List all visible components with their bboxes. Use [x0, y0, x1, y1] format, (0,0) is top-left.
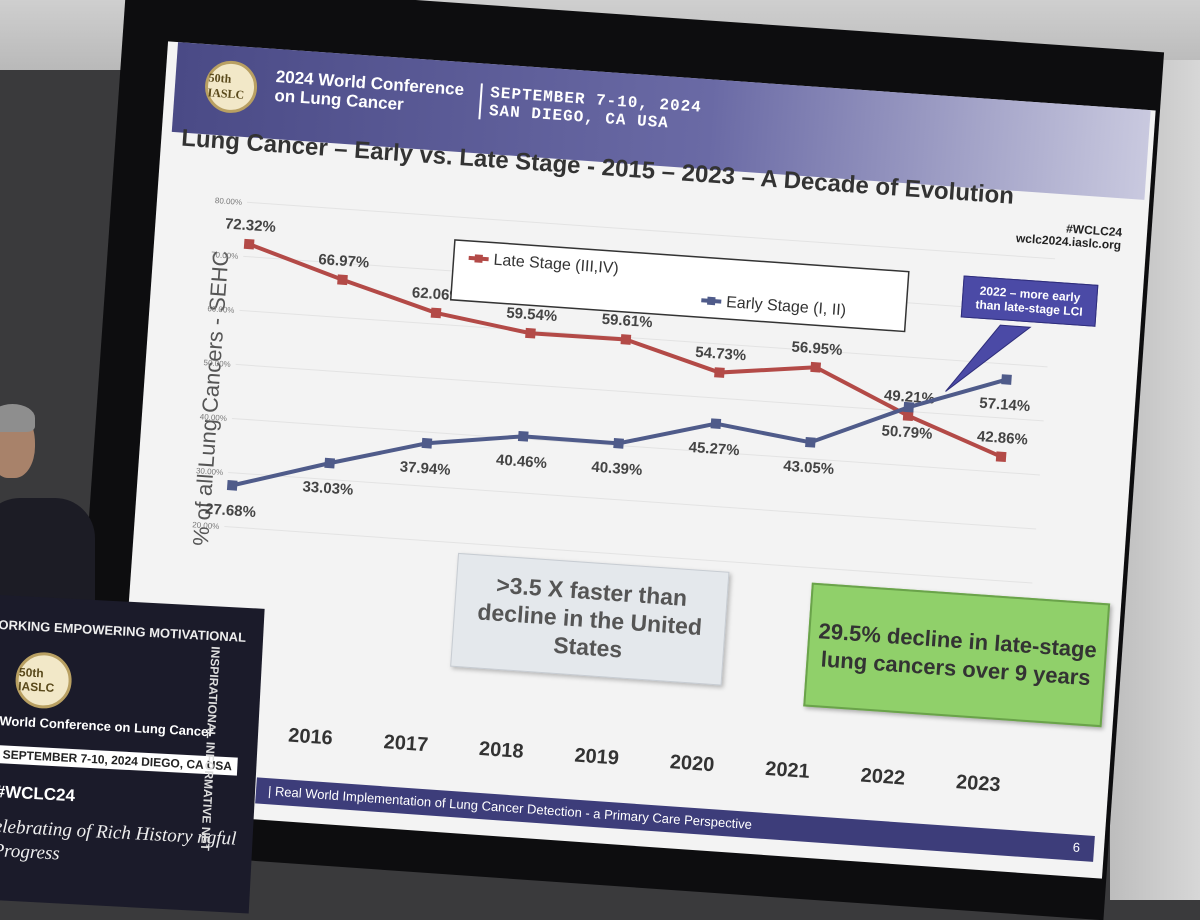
x-tick-label: 2022 — [860, 765, 906, 790]
x-tick-label: 2019 — [574, 745, 620, 770]
podium-celebrating: elebrating of Rich History ngful Progres… — [0, 816, 237, 865]
x-tick-label: 2016 — [288, 725, 334, 750]
late-stage-point — [810, 361, 821, 373]
page-number: 6 — [1072, 839, 1081, 855]
data-label: 72.32% — [224, 215, 276, 236]
line-chart: 20.00% 30.00% 40.00% 50.00% 60.00% 70.00% 80.0… — [192, 196, 1056, 796]
late-stage-point — [620, 334, 632, 345]
early-stage-point — [613, 438, 624, 449]
data-label: 40.46% — [496, 452, 548, 473]
data-label: 40.39% — [591, 459, 643, 480]
presentation-slide: 50th IASLC 2024 World Conference on Lung… — [114, 41, 1156, 879]
early-stage-point — [421, 437, 433, 449]
y-tick-label: 30.00% — [196, 466, 224, 477]
early-stage-point — [324, 457, 335, 469]
data-label: 59.61% — [601, 311, 653, 332]
data-label: 50.79% — [881, 422, 933, 443]
decline-summary-box: 29.5% decline in late-stage lung cancers… — [803, 582, 1111, 728]
chart-legend — [449, 239, 910, 333]
x-tick-label: 2017 — [383, 731, 429, 756]
data-label: 57.14% — [979, 395, 1031, 416]
y-tick-label: 70.00% — [211, 250, 239, 261]
x-tick-label: 2023 — [955, 771, 1001, 796]
podium-logo: 50th IASLC — [14, 650, 74, 710]
podium-top-text: ORKING EMPOWERING MOTIVATIONAL — [0, 616, 247, 645]
presenter-hair — [0, 404, 35, 432]
podium-side-text: INSPIRATIONAL INFORMATIVE NET — [197, 645, 223, 852]
late-stage-point — [714, 367, 725, 378]
gridline — [239, 309, 1048, 368]
late-stage-point — [902, 410, 914, 422]
late-stage-point — [430, 307, 442, 319]
callout-pointer — [945, 324, 1032, 392]
podium: ORKING EMPOWERING MOTIVATIONAL 50th IASL… — [0, 595, 265, 914]
late-stage-point — [525, 327, 536, 339]
data-label: 27.68% — [205, 501, 257, 522]
early-stage-point — [517, 430, 529, 442]
early-stage-point — [805, 437, 816, 448]
data-label: 66.97% — [318, 251, 370, 272]
data-label: 59.54% — [506, 305, 558, 326]
data-label: 43.05% — [783, 458, 835, 479]
gridline — [228, 471, 1037, 530]
data-label: 54.73% — [695, 344, 747, 365]
gridline — [231, 417, 1040, 476]
data-label: 45.27% — [688, 439, 740, 460]
late-stage-point — [243, 238, 255, 250]
late-stage-point — [995, 451, 1007, 463]
legend-marker — [707, 296, 716, 306]
podium-hashtag: #WCLC24 — [0, 782, 76, 806]
gridline — [246, 201, 1056, 260]
early-stage-point — [226, 480, 238, 491]
x-tick-label: 2018 — [478, 738, 524, 763]
y-tick-label: 20.00% — [192, 520, 220, 531]
x-tick-label: 2021 — [765, 758, 811, 783]
data-label: 42.86% — [976, 428, 1028, 449]
data-label: 33.03% — [302, 478, 354, 499]
presenter — [0, 404, 100, 628]
gridline — [224, 526, 1033, 584]
data-label: 56.95% — [791, 339, 843, 360]
legend-marker — [474, 254, 483, 263]
x-tick-label: 2020 — [669, 751, 715, 776]
speed-comparison-box: >3.5 X faster than decline in the United… — [450, 552, 730, 686]
y-tick-label: 50.00% — [203, 358, 231, 369]
data-label: 37.94% — [399, 458, 451, 479]
early-stage-point — [1001, 374, 1012, 385]
late-stage-point — [337, 274, 348, 286]
y-tick-label: 40.00% — [200, 412, 228, 423]
early-stage-point — [710, 418, 722, 430]
early-stage-point — [903, 401, 915, 413]
podium-conference: World Conference on Lung Cancer — [0, 713, 214, 740]
y-tick-label: 60.00% — [207, 304, 235, 315]
y-tick-label: 80.00% — [215, 196, 243, 207]
